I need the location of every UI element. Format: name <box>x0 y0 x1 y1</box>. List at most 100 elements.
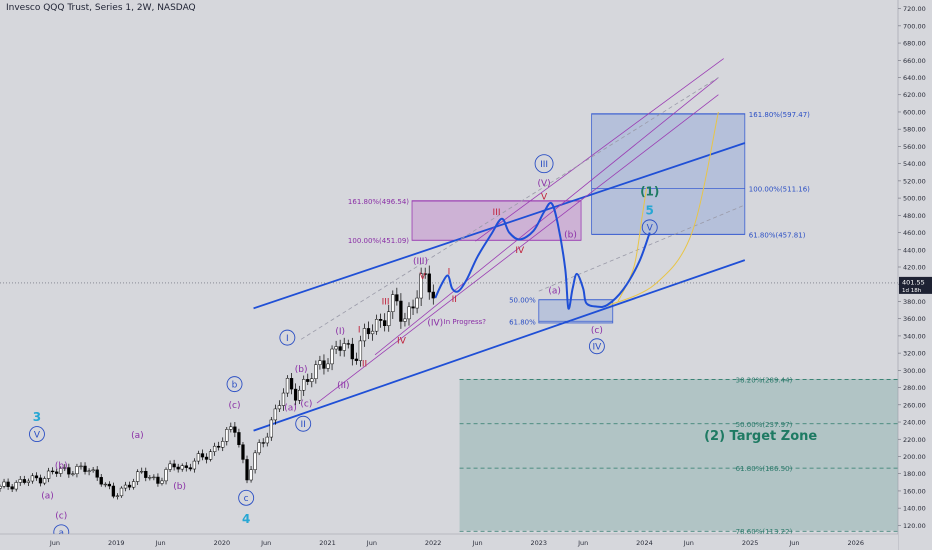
candle-body <box>407 306 411 320</box>
candle <box>123 481 128 492</box>
projection-path <box>434 201 651 310</box>
candle-body <box>111 485 116 497</box>
candle-body <box>423 273 427 275</box>
candle-body <box>273 408 278 421</box>
price-axis-background <box>898 0 932 550</box>
candle <box>330 345 334 371</box>
candle <box>411 299 415 315</box>
candle-body <box>261 442 265 444</box>
wave-label: IV <box>515 246 525 256</box>
candle-body <box>192 460 197 470</box>
candle <box>427 265 431 300</box>
candle-body <box>22 479 26 483</box>
candle-body <box>387 311 391 326</box>
candle-body <box>306 379 310 382</box>
candle-body <box>415 297 419 309</box>
wave-label-text: (III) <box>413 257 428 267</box>
candle <box>302 375 306 396</box>
wave-label: I <box>358 325 361 335</box>
candle <box>378 313 383 328</box>
candle <box>160 477 164 486</box>
candle-body <box>71 473 75 475</box>
price-tick-label: 260.00 <box>903 401 926 409</box>
candle <box>269 417 273 441</box>
wave-label-circle <box>641 219 658 236</box>
wave-label-text: (a) <box>131 431 144 441</box>
candle <box>26 478 30 486</box>
candle-body <box>127 484 132 488</box>
wave-label: I <box>448 268 451 278</box>
time-tick-label: Jun <box>471 539 482 547</box>
candle <box>346 339 350 349</box>
candle-body <box>249 469 253 481</box>
wave-label-text: In Progress? <box>444 318 487 326</box>
wave-label-text: (1) <box>640 185 659 199</box>
candle <box>79 462 83 470</box>
candle-body <box>172 463 176 468</box>
fib-level-label: 100.00%(511.16) <box>749 185 810 193</box>
candle-body <box>350 343 354 360</box>
wave-label-text: IV <box>515 246 525 256</box>
candle <box>127 481 132 491</box>
candle-body <box>131 481 136 488</box>
candle-body <box>289 378 294 390</box>
time-tick-label: Jun <box>788 539 799 547</box>
candle-body <box>330 348 334 365</box>
wave-label-text: V <box>647 224 654 234</box>
candle <box>212 442 217 456</box>
wave-label-text: (IV) <box>427 318 443 328</box>
price-tick-label: 340.00 <box>903 332 926 340</box>
wave-label: 5 <box>646 203 654 217</box>
candle <box>196 450 201 465</box>
wave-label-text: IV <box>592 342 602 352</box>
chart-title: Invesco QQQ Trust, Series 1, 2W, NASDAQ <box>6 3 196 13</box>
candle-body <box>358 340 363 361</box>
candle-body <box>136 471 140 482</box>
candle-body <box>378 319 383 321</box>
candle <box>87 468 91 476</box>
candle <box>366 321 371 340</box>
price-tick-label: 240.00 <box>903 419 926 427</box>
wave-label-text: IV <box>397 336 407 346</box>
wave-label: (c) <box>229 401 241 411</box>
candle <box>192 458 197 473</box>
fib-level-label: 61.80%(186.50) <box>736 465 793 473</box>
candle <box>391 290 395 319</box>
wave-label: (IV) <box>427 318 443 328</box>
candle-body <box>99 477 103 485</box>
wave-label-text: a <box>59 529 65 539</box>
candle-body <box>87 470 91 472</box>
time-tick-label: Jun <box>155 539 166 547</box>
candle-body <box>233 426 237 433</box>
fib-level-label: 78.60%(113.22) <box>736 528 793 536</box>
fib-level-label: 61.80% <box>509 318 536 326</box>
candle-body <box>318 360 322 365</box>
candle <box>6 478 10 490</box>
wave-label: (I) <box>335 327 345 337</box>
candle <box>383 313 387 332</box>
candle <box>180 463 184 472</box>
candle-body <box>411 306 415 309</box>
candle <box>245 455 249 484</box>
time-axis-background <box>0 534 898 550</box>
wave-label-text: V <box>420 272 427 282</box>
wave-label-text: I <box>358 325 361 335</box>
last-price-value: 401.55 <box>902 278 925 286</box>
wave-label: (a) <box>548 286 561 296</box>
candle <box>164 467 168 485</box>
candle-body <box>241 444 245 460</box>
candle <box>111 482 116 499</box>
candle-body <box>115 495 120 497</box>
candle <box>107 481 111 490</box>
candle <box>46 467 51 483</box>
candle-body <box>107 483 111 487</box>
price-tick-label: 320.00 <box>903 350 926 358</box>
candle-body <box>91 469 95 472</box>
candle <box>229 422 233 433</box>
candle-body <box>0 485 2 489</box>
candle <box>152 474 156 481</box>
candle <box>95 466 99 481</box>
time-tick-label: Jun <box>49 539 60 547</box>
last-price-countdown: 1d 18h <box>902 288 922 294</box>
